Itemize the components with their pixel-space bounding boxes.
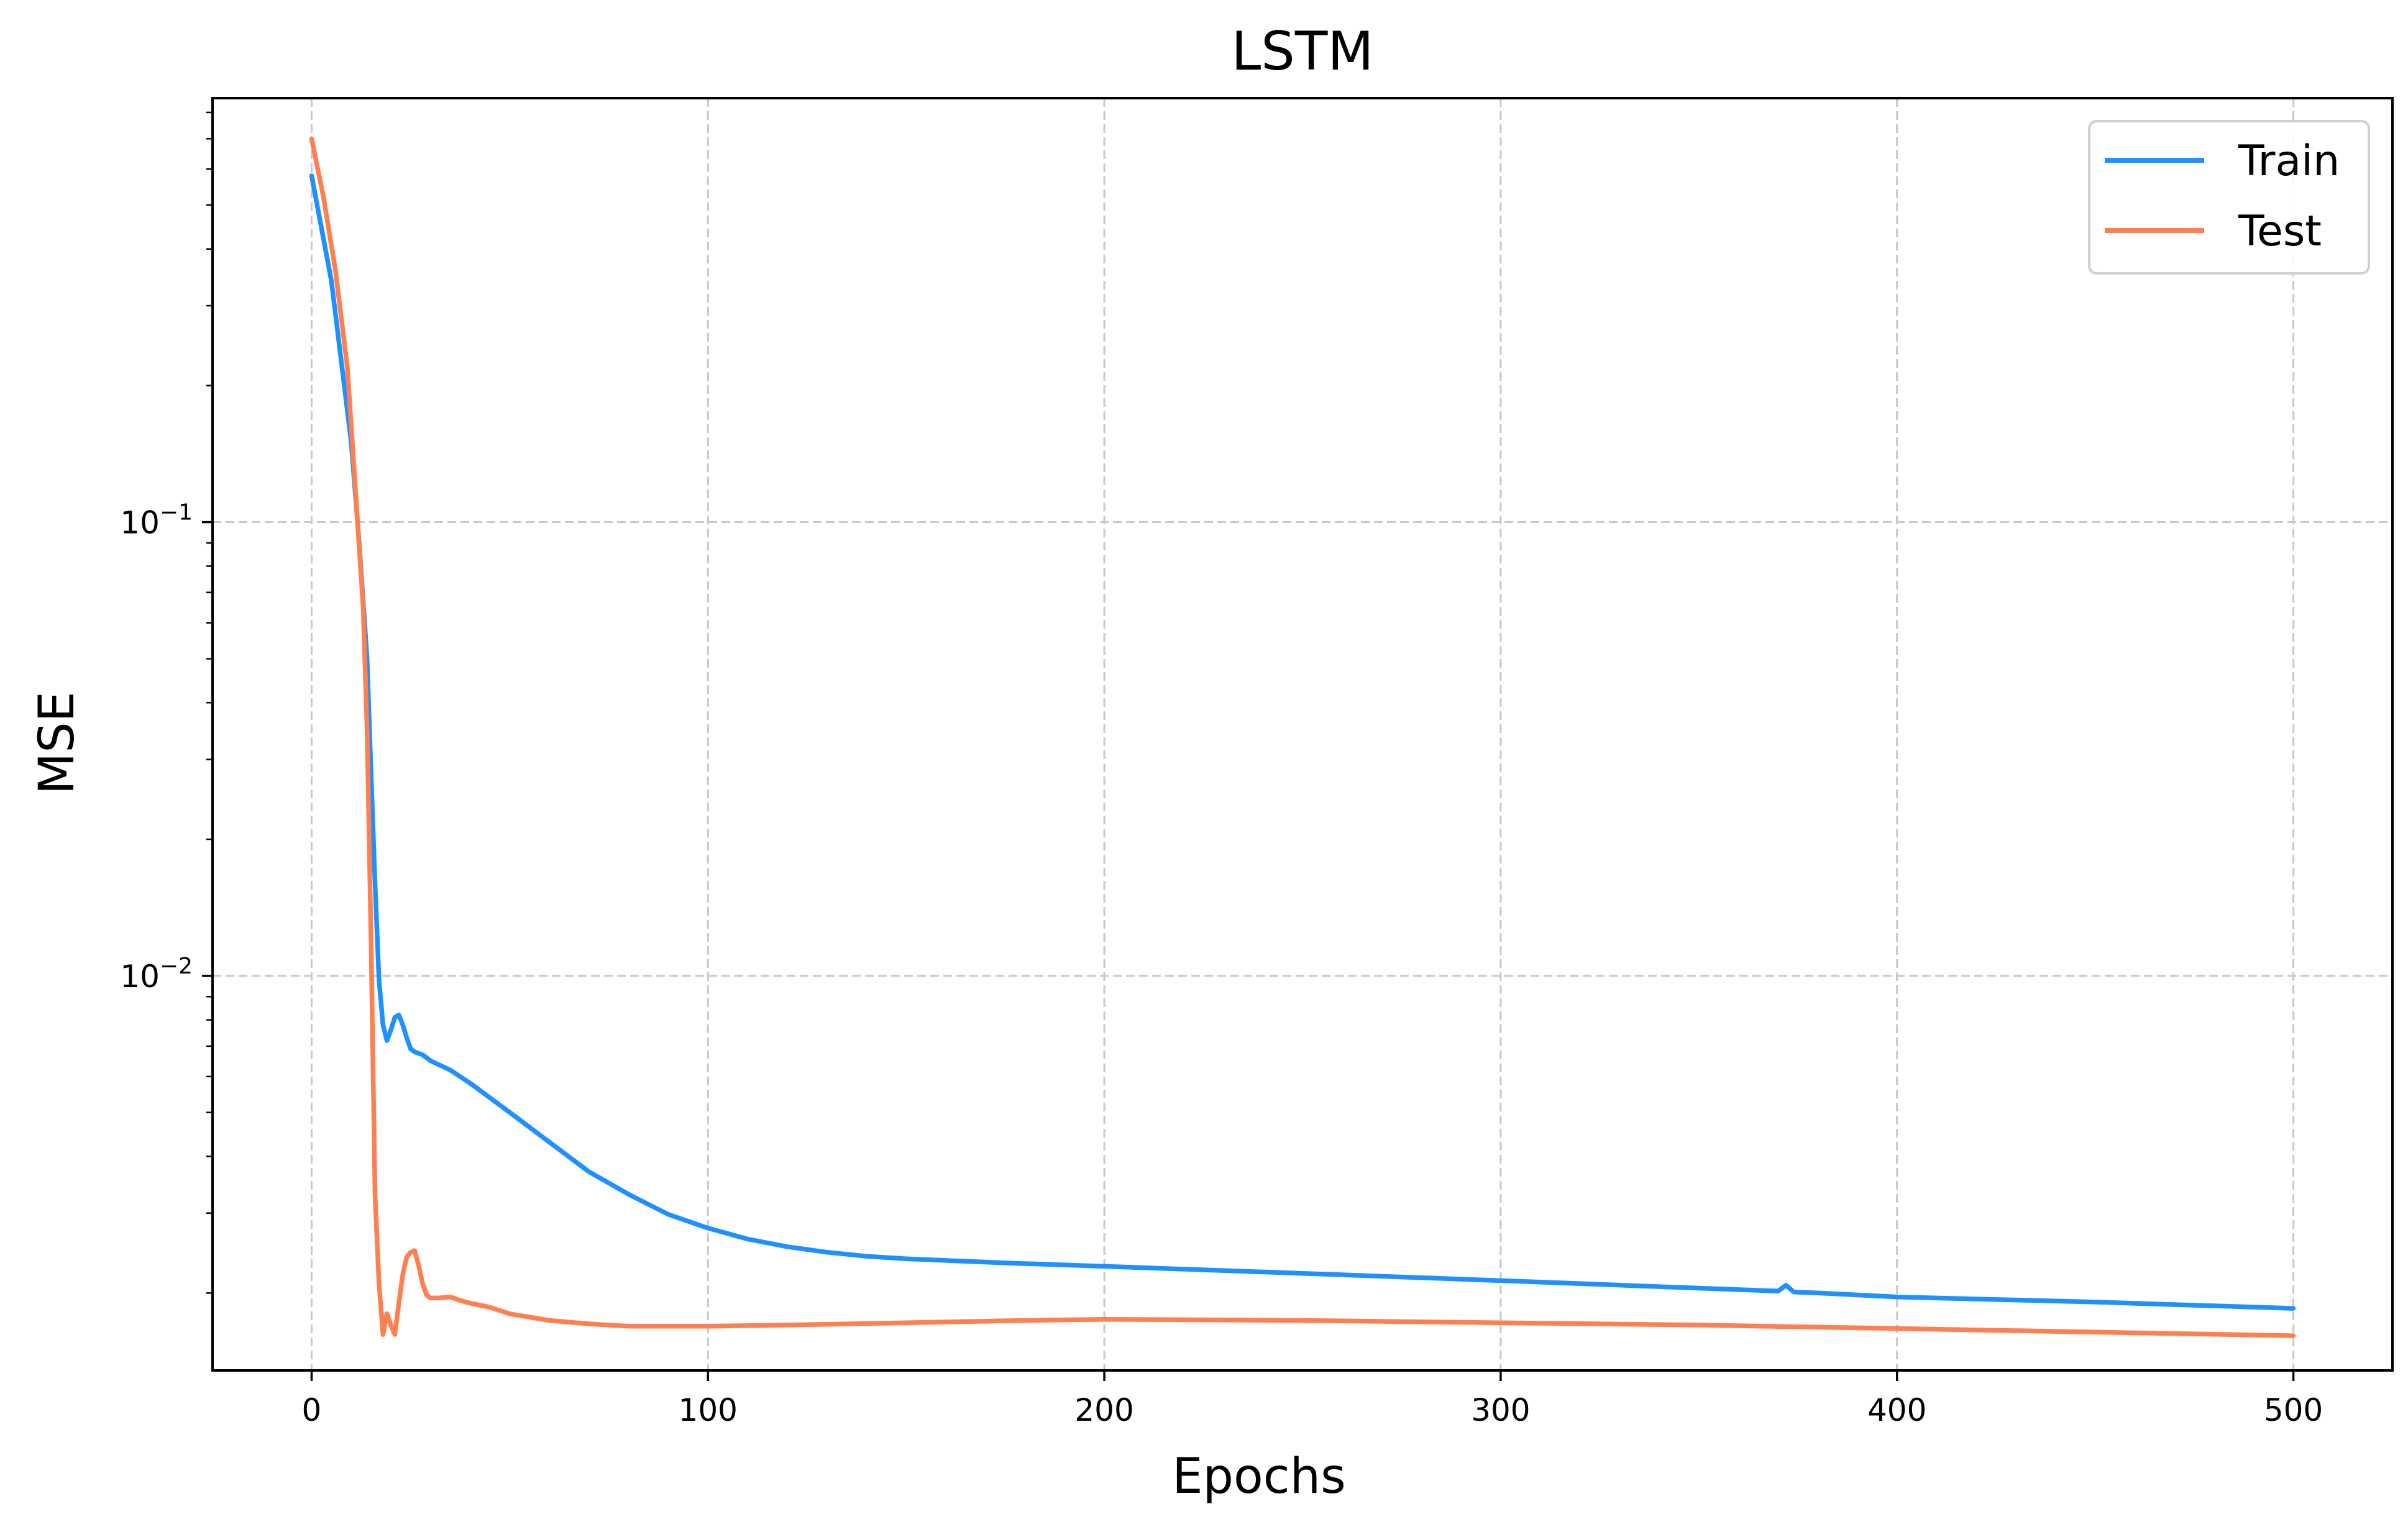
x-tick-label: 500 bbox=[2264, 1392, 2323, 1428]
x-axis-label: Epochs bbox=[1172, 1449, 1345, 1505]
series-line-train bbox=[309, 173, 2296, 1311]
grid bbox=[213, 98, 2392, 1370]
x-axis: 0 100 200 300 400 500 bbox=[302, 1370, 2323, 1428]
x-tick-label: 300 bbox=[1471, 1392, 1530, 1428]
axes-frame bbox=[211, 97, 2394, 1372]
x-tick-label: 400 bbox=[1867, 1392, 1926, 1428]
x-tick-label: 200 bbox=[1074, 1392, 1133, 1428]
legend-label: Train bbox=[2238, 137, 2340, 186]
x-tick-label: 0 bbox=[302, 1392, 322, 1428]
x-tick-label: 100 bbox=[679, 1392, 738, 1428]
chart-title: LSTM bbox=[1231, 21, 1373, 83]
series-line-test bbox=[309, 136, 2296, 1338]
plot-area bbox=[309, 136, 2296, 1338]
y-tick-label: 10−1 bbox=[120, 500, 193, 541]
legend: Train Test bbox=[2088, 120, 2370, 275]
legend-label: Test bbox=[2238, 207, 2322, 256]
y-axis: 10−1 10−2 bbox=[120, 111, 213, 1294]
y-tick-label: 10−2 bbox=[120, 954, 193, 995]
y-axis-label: MSE bbox=[29, 691, 85, 795]
